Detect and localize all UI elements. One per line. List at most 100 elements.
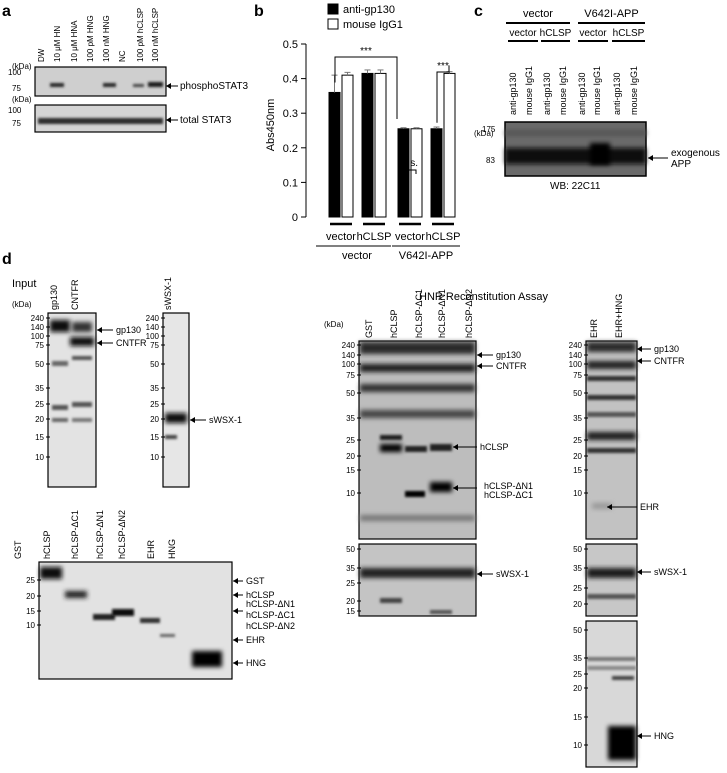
panel-c-marker: 175 bbox=[482, 125, 496, 134]
marker-label: 140 bbox=[146, 323, 160, 332]
y-tick-label: 0.3 bbox=[283, 108, 298, 120]
bar bbox=[374, 72, 387, 218]
arrowhead-icon bbox=[477, 363, 482, 369]
lane-label: hCLSP-ΔC1 bbox=[70, 510, 80, 559]
marker-label: 35 bbox=[346, 414, 355, 423]
lane-label: mouse IgG1 bbox=[629, 66, 639, 115]
blot-band bbox=[608, 726, 636, 760]
blot-band bbox=[587, 432, 636, 440]
target-label: sWSX-1 bbox=[209, 415, 242, 425]
panel-a-label: a bbox=[2, 3, 11, 20]
panel-b-label: b bbox=[254, 3, 264, 20]
marker-label: 35 bbox=[573, 654, 582, 663]
legend-label: anti-gp130 bbox=[343, 4, 395, 16]
arrowhead-icon bbox=[648, 155, 653, 161]
group-label: V642I-APP bbox=[399, 250, 453, 262]
blot-band bbox=[587, 657, 636, 661]
arrowhead-icon bbox=[453, 444, 458, 450]
marker-label: 100 bbox=[31, 332, 45, 341]
marker-label: 35 bbox=[573, 414, 582, 423]
marker-label: 35 bbox=[35, 384, 44, 393]
blot-band bbox=[165, 413, 187, 423]
marker-label: 15 bbox=[573, 466, 582, 475]
arrowhead-icon bbox=[637, 346, 642, 352]
blot-band bbox=[52, 405, 68, 410]
bar bbox=[361, 72, 374, 218]
lane-label: mouse IgG1 bbox=[524, 66, 534, 115]
blot-band bbox=[52, 418, 68, 422]
arrowhead-icon bbox=[477, 352, 482, 358]
marker-label: 25 bbox=[346, 436, 355, 445]
lane-label: mouse IgG1 bbox=[558, 66, 568, 115]
arrowhead-icon bbox=[166, 83, 171, 89]
blot-band bbox=[430, 610, 452, 614]
panel-a-lane-labels: DW 10 μM HN 10 μM HNA 100 pM HNG 100 nM HNG N… bbox=[37, 8, 160, 62]
lane-label: 100 pM hCLSP bbox=[136, 8, 145, 62]
subgroup-label: hCLSP bbox=[540, 28, 572, 39]
marker-label: 20 bbox=[573, 600, 582, 609]
marker-label: 240 bbox=[31, 314, 45, 323]
lane-label: GST bbox=[13, 540, 23, 559]
target-label: HNG bbox=[246, 658, 266, 668]
target-label: EHR bbox=[640, 502, 660, 512]
marker-label: 75 bbox=[573, 371, 582, 380]
blot-band bbox=[112, 609, 134, 616]
blot-band bbox=[592, 503, 612, 509]
panel-c-wb: WB: 22C11 bbox=[550, 181, 601, 192]
hnr-title: HNR Reconstitution Assay bbox=[419, 291, 548, 303]
lane-label: 100 nM HNG bbox=[102, 15, 111, 62]
panel-a-marker: 100 bbox=[8, 106, 22, 115]
lane-label: anti-gp130 bbox=[542, 72, 552, 115]
blot-frame bbox=[585, 543, 638, 617]
blot-band bbox=[52, 361, 68, 366]
marker-label: 15 bbox=[573, 713, 582, 722]
panel-a-marker: 75 bbox=[12, 119, 21, 128]
arrowhead-icon bbox=[233, 637, 238, 643]
blot-band bbox=[587, 412, 636, 417]
marker-label: 25 bbox=[35, 400, 44, 409]
marker-label: 15 bbox=[35, 433, 44, 442]
target-label: CNTFR bbox=[116, 338, 147, 348]
lane-label: EHR bbox=[146, 539, 156, 559]
marker-label: 25 bbox=[150, 400, 159, 409]
marker-label: 140 bbox=[569, 351, 583, 360]
blot-band bbox=[360, 364, 475, 372]
blot-band bbox=[380, 435, 402, 440]
arrowhead-icon bbox=[97, 327, 102, 333]
blot-band bbox=[72, 356, 92, 360]
blot-band bbox=[93, 614, 115, 620]
marker-label: 15 bbox=[346, 466, 355, 475]
arrowhead-icon bbox=[97, 340, 102, 346]
target-label: hCLSP-ΔC1 bbox=[246, 610, 295, 620]
sig-bracket bbox=[403, 169, 417, 174]
marker-label: 100 bbox=[569, 360, 583, 369]
marker-label: 25 bbox=[573, 670, 582, 679]
x-category-label: vector bbox=[326, 231, 356, 243]
lane-label: anti-gp130 bbox=[612, 72, 622, 115]
blot-band bbox=[72, 322, 92, 332]
blot-band bbox=[360, 515, 475, 521]
lane-label: HNG bbox=[167, 539, 177, 559]
marker-label: 35 bbox=[573, 564, 582, 573]
lane-label: sWSX-1 bbox=[163, 277, 173, 310]
marker-label: 75 bbox=[150, 341, 159, 350]
marker-label: 100 bbox=[146, 332, 160, 341]
blot-band bbox=[587, 448, 636, 453]
blot-band bbox=[587, 361, 636, 369]
lane-label: CNTFR bbox=[70, 279, 80, 310]
subgroup-label: vector bbox=[509, 28, 537, 39]
blot-band bbox=[72, 402, 92, 407]
arrowhead-icon bbox=[453, 485, 458, 491]
blot-band bbox=[160, 634, 175, 637]
marker-label: 240 bbox=[569, 341, 583, 350]
input-title: Input bbox=[12, 278, 36, 290]
target-label: hCLSP-ΔN2 bbox=[246, 621, 295, 631]
blot-frame bbox=[162, 312, 190, 488]
kda-label: (kDa) bbox=[324, 320, 344, 329]
lane-label: 100 pM HNG bbox=[86, 15, 95, 62]
marker-label: 15 bbox=[150, 433, 159, 442]
arrowhead-icon bbox=[637, 733, 642, 739]
